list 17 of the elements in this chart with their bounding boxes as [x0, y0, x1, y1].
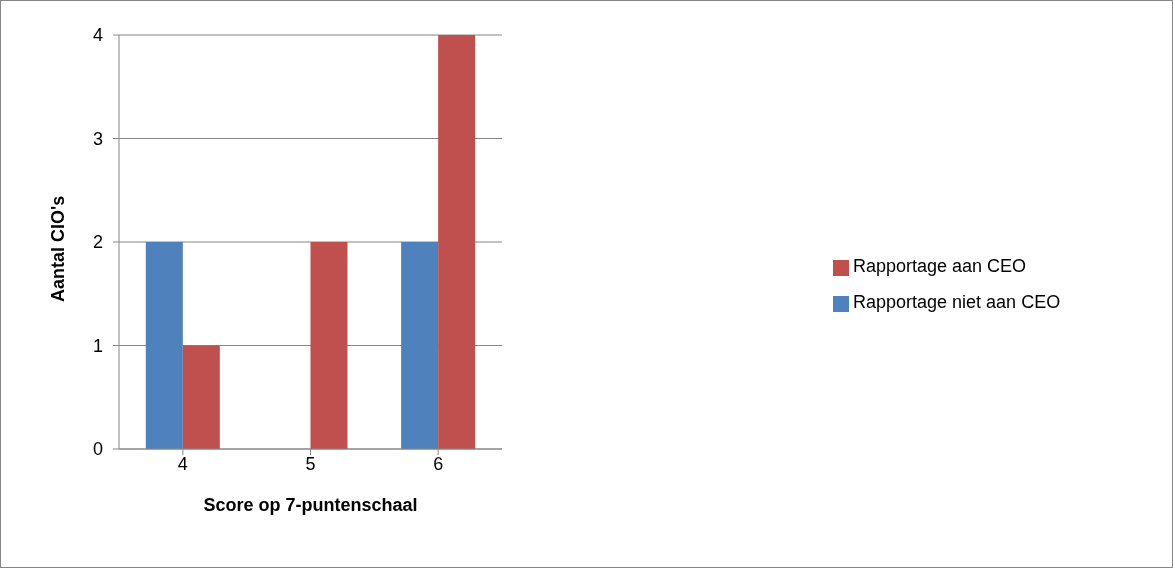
bar — [401, 242, 439, 449]
x-tick-label: 5 — [305, 453, 316, 474]
y-tick-label: 4 — [92, 25, 103, 46]
y-axis-title: Aantal CIO's — [48, 195, 69, 302]
y-tick-label: 0 — [92, 439, 103, 460]
x-tick-label: 6 — [433, 453, 444, 474]
bar — [145, 242, 183, 449]
legend-label: Rapportage aan CEO — [853, 256, 1027, 276]
bar — [310, 242, 348, 449]
y-tick-label: 2 — [92, 232, 103, 253]
y-tick-label: 3 — [92, 128, 103, 149]
x-tick-label: 4 — [177, 453, 188, 474]
y-tick-label: 1 — [92, 335, 103, 356]
bar — [438, 35, 476, 449]
x-axis-title: Score op 7-puntenschaal — [203, 495, 418, 515]
legend-label: Rapportage niet aan CEO — [853, 292, 1061, 312]
bar — [182, 345, 220, 449]
